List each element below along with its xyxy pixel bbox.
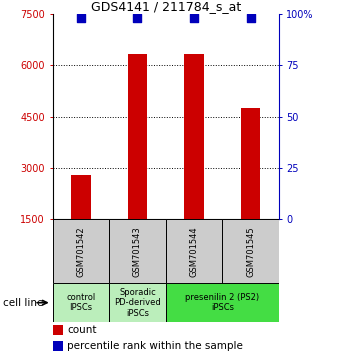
Bar [184,53,204,219]
Text: GSM701542: GSM701542 [76,226,85,277]
Point [191,16,197,21]
Bar [241,108,260,219]
Bar [109,283,166,322]
Text: GSM701543: GSM701543 [133,226,142,277]
Bar [53,341,63,351]
Bar [128,53,147,219]
Bar [53,283,109,322]
Bar [166,283,279,322]
Bar [53,219,109,283]
Text: count: count [67,325,97,335]
Text: GSM701544: GSM701544 [189,226,199,277]
Title: GDS4141 / 211784_s_at: GDS4141 / 211784_s_at [91,0,241,13]
Point [78,16,84,21]
Text: control
IPSCs: control IPSCs [66,293,96,312]
Text: Sporadic
PD-derived
iPSCs: Sporadic PD-derived iPSCs [114,288,161,318]
Bar [166,219,222,283]
Text: GSM701545: GSM701545 [246,226,255,277]
Point [135,16,140,21]
Text: presenilin 2 (PS2)
iPSCs: presenilin 2 (PS2) iPSCs [185,293,259,312]
Bar [109,219,166,283]
Bar [53,325,63,335]
Bar [71,175,91,219]
Text: cell line: cell line [3,298,44,308]
Text: percentile rank within the sample: percentile rank within the sample [67,341,243,351]
Bar [222,219,279,283]
Point [248,16,253,21]
